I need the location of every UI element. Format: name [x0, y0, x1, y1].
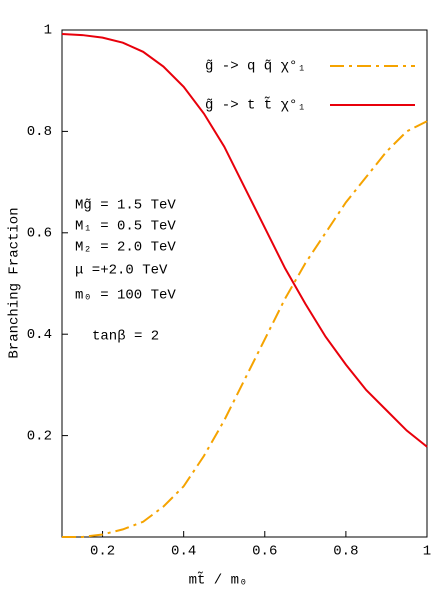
legend-label: g̃ -> t t̃ χ°₁	[205, 96, 306, 114]
series-line	[62, 120, 428, 538]
series-line	[61, 33, 428, 448]
annotation: M₁ = 0.5 TeV	[75, 219, 176, 235]
x-tick-label: 0.8	[333, 544, 358, 560]
y-tick-label: 0.6	[27, 226, 52, 242]
y-tick-label: 0.4	[27, 327, 52, 343]
x-tick-label: 0.6	[252, 544, 277, 560]
x-axis-label: mt̃ / m₀	[189, 571, 248, 589]
x-tick-label: 0.4	[171, 544, 196, 560]
annotation: m₀ = 100 TeV	[75, 288, 176, 304]
legend-label: g̃ -> q q̃ χ°₁	[205, 59, 306, 75]
annotation: Mg̃ = 1.5 TeV	[75, 198, 176, 214]
y-tick-label: 1	[44, 23, 52, 39]
y-tick-label: 0.8	[27, 124, 52, 140]
x-tick-label: 1	[423, 544, 431, 560]
annotation: μ =+2.0 TeV	[75, 263, 168, 279]
y-axis-label: Branching Fraction	[7, 207, 23, 358]
annotation: M₂ = 2.0 TeV	[75, 240, 176, 256]
y-tick-label: 0.2	[27, 428, 52, 444]
x-tick-label: 0.2	[90, 544, 115, 560]
plot-frame	[61, 29, 428, 538]
annotation: tanβ = 2	[92, 329, 159, 345]
